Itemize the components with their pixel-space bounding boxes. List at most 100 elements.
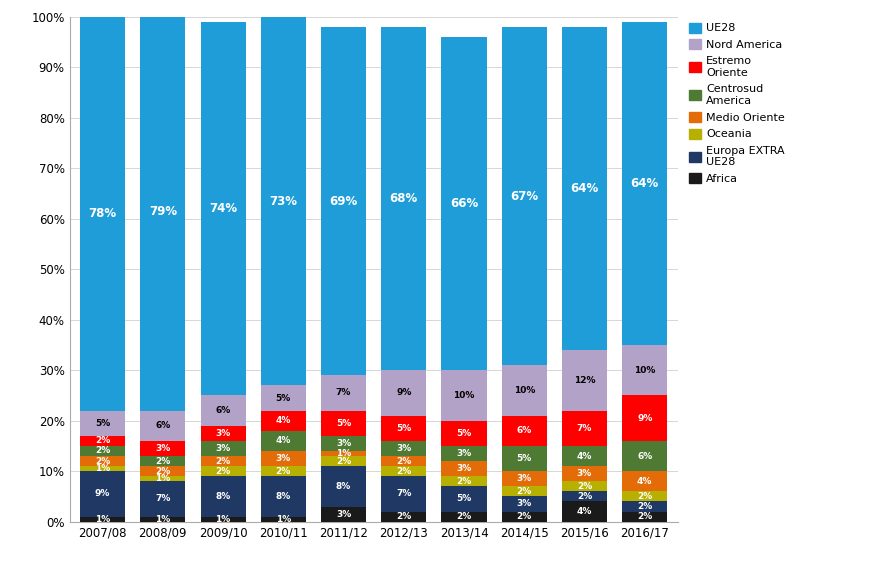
Bar	[201, 441, 246, 456]
Text: 3%: 3%	[216, 444, 231, 453]
Text: 5%: 5%	[396, 424, 411, 433]
Bar	[321, 466, 366, 506]
Text: 2%: 2%	[637, 502, 653, 511]
Bar	[381, 370, 427, 416]
Bar	[321, 375, 366, 411]
Text: 2%: 2%	[216, 456, 231, 466]
Text: 73%: 73%	[269, 194, 297, 208]
Bar	[562, 411, 607, 446]
Text: 67%: 67%	[510, 189, 538, 202]
Text: 8%: 8%	[216, 492, 231, 501]
Bar	[562, 492, 607, 501]
Bar	[261, 17, 306, 386]
Text: 3%: 3%	[456, 464, 472, 473]
Bar	[261, 466, 306, 476]
Bar	[140, 441, 185, 456]
Bar	[622, 501, 667, 511]
Text: 2%: 2%	[275, 467, 291, 476]
Text: 4%: 4%	[275, 437, 291, 446]
Text: 4%: 4%	[275, 416, 291, 425]
Bar	[261, 451, 306, 466]
Bar	[201, 456, 246, 466]
Text: 5%: 5%	[456, 429, 472, 438]
Bar	[80, 436, 125, 446]
Text: 3%: 3%	[456, 449, 472, 458]
Bar	[201, 517, 246, 522]
Bar	[622, 492, 667, 501]
Bar	[80, 411, 125, 436]
Bar	[140, 456, 185, 466]
Text: 2%: 2%	[95, 437, 110, 446]
Text: 10%: 10%	[454, 391, 474, 400]
Bar	[562, 481, 607, 492]
Bar	[501, 27, 547, 365]
Text: 2%: 2%	[456, 512, 472, 521]
Bar	[80, 446, 125, 456]
Text: 9%: 9%	[95, 489, 110, 498]
Text: 3%: 3%	[336, 510, 351, 519]
Text: 68%: 68%	[389, 192, 418, 205]
Text: 79%: 79%	[149, 205, 177, 218]
Text: 2%: 2%	[216, 467, 231, 476]
Bar	[321, 451, 366, 456]
Text: 8%: 8%	[275, 492, 291, 501]
Bar	[201, 396, 246, 426]
Text: 5%: 5%	[516, 454, 532, 463]
Bar	[201, 466, 246, 476]
Text: 69%: 69%	[329, 194, 358, 208]
Bar	[381, 466, 427, 476]
Text: 2%: 2%	[396, 512, 411, 521]
Bar	[441, 476, 487, 486]
Text: 4%: 4%	[577, 451, 592, 460]
Text: 1%: 1%	[95, 464, 110, 473]
Bar	[201, 22, 246, 396]
Bar	[441, 486, 487, 511]
Text: 8%: 8%	[336, 482, 351, 491]
Bar	[140, 466, 185, 476]
Text: 3%: 3%	[396, 444, 411, 453]
Bar	[321, 411, 366, 436]
Bar	[80, 471, 125, 517]
Text: 3%: 3%	[216, 429, 231, 438]
Bar	[381, 511, 427, 522]
Bar	[321, 506, 366, 522]
Text: 7%: 7%	[336, 388, 351, 397]
Bar	[321, 27, 366, 375]
Bar	[80, 456, 125, 466]
Bar	[562, 27, 607, 350]
Bar	[562, 466, 607, 481]
Bar	[622, 441, 667, 471]
Text: 10%: 10%	[634, 366, 655, 375]
Text: 10%: 10%	[514, 386, 535, 395]
Bar	[441, 446, 487, 461]
Bar	[261, 517, 306, 522]
Text: 1%: 1%	[156, 515, 170, 523]
Bar	[501, 511, 547, 522]
Bar	[562, 446, 607, 466]
Text: 7%: 7%	[156, 494, 170, 503]
Text: 78%: 78%	[89, 208, 116, 221]
Text: 2%: 2%	[456, 477, 472, 486]
Bar	[562, 350, 607, 411]
Text: 4%: 4%	[637, 477, 653, 486]
Bar	[381, 416, 427, 441]
Legend: UE28, Nord America, Estremo
Oriente, Centrosud
America, Medio Oriente, Oceania, : UE28, Nord America, Estremo Oriente, Cen…	[689, 23, 785, 184]
Bar	[140, 517, 185, 522]
Text: 3%: 3%	[336, 439, 351, 448]
Text: 2%: 2%	[516, 512, 532, 521]
Bar	[261, 431, 306, 451]
Bar	[80, 17, 125, 411]
Bar	[140, 12, 185, 411]
Bar	[201, 426, 246, 441]
Text: 1%: 1%	[336, 449, 351, 458]
Text: 64%: 64%	[570, 182, 599, 195]
Bar	[80, 517, 125, 522]
Text: 12%: 12%	[574, 376, 595, 385]
Bar	[441, 511, 487, 522]
Bar	[140, 476, 185, 481]
Bar	[321, 456, 366, 466]
Bar	[381, 27, 427, 370]
Bar	[381, 441, 427, 456]
Bar	[501, 446, 547, 471]
Bar	[501, 471, 547, 486]
